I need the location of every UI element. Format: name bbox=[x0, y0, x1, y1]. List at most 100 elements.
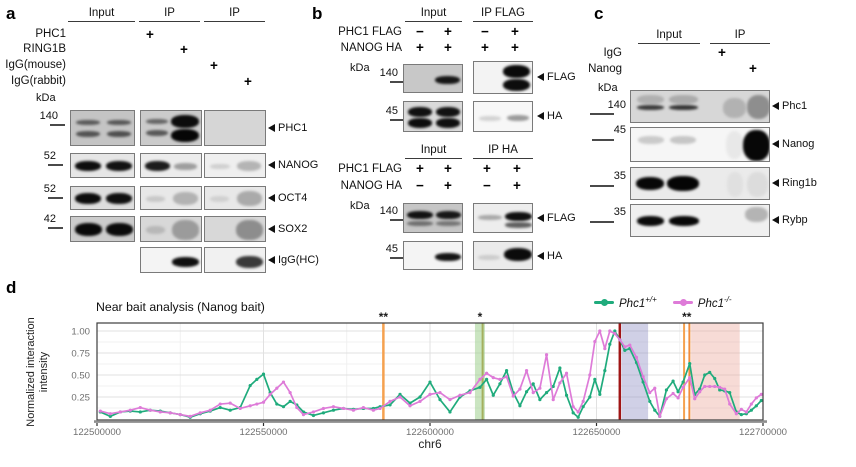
construct-label: PHC1 FLAG bbox=[338, 26, 402, 38]
blot-row-label: Rybp bbox=[772, 214, 808, 226]
legend-item-phc1-wt: Phc1+/+ bbox=[594, 295, 657, 310]
panel-b2-header-input: Input bbox=[405, 143, 462, 159]
antibody-label: RING1B bbox=[23, 43, 66, 55]
left-arrowhead-icon bbox=[537, 252, 544, 260]
protein-band bbox=[145, 161, 170, 171]
blot-row-label: HA bbox=[537, 250, 562, 262]
blot-row-label: FLAG bbox=[537, 212, 576, 224]
plus-sign: + bbox=[180, 42, 188, 57]
protein-band bbox=[478, 215, 502, 220]
left-arrowhead-icon bbox=[537, 112, 544, 120]
sign: − bbox=[481, 24, 489, 39]
plus-sign: + bbox=[718, 45, 726, 60]
protein-band bbox=[505, 212, 532, 221]
mw-marker: 52 bbox=[43, 150, 56, 162]
sign: − bbox=[416, 178, 424, 193]
blot-a-phc1-ip bbox=[140, 110, 202, 146]
svg-text:**: ** bbox=[682, 310, 692, 324]
svg-text:122500000: 122500000 bbox=[73, 427, 121, 438]
protein-band bbox=[107, 120, 131, 125]
protein-band bbox=[75, 161, 101, 171]
blot-c-nanog bbox=[630, 127, 770, 162]
protein-band bbox=[236, 256, 263, 268]
protein-band bbox=[636, 177, 664, 190]
sign: + bbox=[483, 161, 491, 176]
protein-band bbox=[747, 95, 769, 119]
protein-band bbox=[436, 107, 460, 117]
protein-band bbox=[503, 65, 530, 78]
blot-row-label: HA bbox=[537, 110, 562, 122]
legend-item-phc1-ko: Phc1-/- bbox=[672, 295, 732, 310]
blot-a-nanog-igg bbox=[204, 153, 266, 178]
kda-title: kDa bbox=[598, 82, 618, 94]
y-axis-label: Normalized interaction intensity bbox=[25, 317, 50, 427]
protein-band bbox=[670, 136, 696, 144]
mw-marker: 140 bbox=[379, 67, 398, 79]
protein-band bbox=[436, 211, 461, 219]
blot-row-label: SOX2 bbox=[268, 223, 307, 235]
panel-a-header-input: Input bbox=[68, 6, 135, 22]
protein-band bbox=[236, 220, 263, 240]
blot-b2-flag-ip bbox=[473, 203, 533, 233]
left-arrowhead-icon bbox=[268, 256, 275, 264]
protein-band bbox=[436, 221, 461, 226]
left-arrowhead-icon bbox=[268, 194, 275, 202]
left-arrowhead-icon bbox=[268, 161, 275, 169]
mw-tick bbox=[50, 124, 65, 126]
protein-band bbox=[146, 119, 168, 124]
panel-b1-header-input: Input bbox=[405, 6, 462, 22]
protein-band bbox=[638, 136, 664, 144]
blot-a-oct4-input bbox=[70, 186, 135, 210]
mw-tick bbox=[48, 164, 63, 166]
svg-text:122700000: 122700000 bbox=[739, 427, 787, 438]
blot-a-nanog-ip bbox=[140, 153, 202, 178]
svg-text:**: ** bbox=[379, 310, 389, 324]
blot-a-oct4-igg bbox=[204, 186, 266, 210]
blot-a-sox2-ip bbox=[140, 216, 202, 242]
svg-text:122550000: 122550000 bbox=[239, 427, 287, 438]
protein-band bbox=[146, 130, 168, 136]
mw-marker: 140 bbox=[607, 99, 626, 111]
protein-band bbox=[408, 118, 432, 128]
mw-tick bbox=[390, 119, 403, 121]
blot-a-igghc-igg bbox=[204, 247, 266, 273]
blot-b1-ha-ip bbox=[473, 101, 533, 132]
panel-d-label: d bbox=[6, 278, 17, 297]
svg-text:122650000: 122650000 bbox=[572, 427, 620, 438]
protein-band bbox=[747, 172, 768, 197]
mw-marker: 140 bbox=[379, 205, 398, 217]
blot-a-igghc-ip bbox=[140, 247, 202, 273]
blot-row-label: Nanog bbox=[772, 138, 814, 150]
panel-b1-header-ipflag: IP FLAG bbox=[473, 6, 533, 22]
panel-a-header-ip2: IP bbox=[204, 6, 265, 22]
blot-b1-flag-input bbox=[403, 64, 463, 93]
blot-b1-ha-input bbox=[403, 101, 463, 132]
protein-band bbox=[76, 131, 100, 137]
protein-band bbox=[407, 211, 433, 219]
blot-row-label: Ring1b bbox=[772, 177, 817, 189]
protein-band bbox=[146, 226, 165, 234]
protein-band bbox=[479, 116, 501, 121]
blot-a-sox2-igg bbox=[204, 216, 266, 242]
interaction-intensity-chart: 122500000 122550000 122600000 122650000 1227… bbox=[71, 310, 787, 438]
left-arrowhead-icon bbox=[537, 73, 544, 81]
protein-band bbox=[435, 253, 461, 261]
blot-b2-ha-ip bbox=[473, 241, 533, 270]
panel-c-label: c bbox=[594, 4, 604, 23]
svg-text:1.00: 1.00 bbox=[71, 326, 90, 337]
panel-b-label: b bbox=[312, 4, 323, 23]
mw-tick bbox=[390, 81, 403, 83]
antibody-label: Nanog bbox=[588, 63, 622, 75]
sign: + bbox=[444, 161, 452, 176]
protein-band bbox=[667, 176, 699, 191]
protein-band bbox=[505, 222, 532, 228]
blot-a-sox2-input bbox=[70, 216, 135, 242]
mw-tick bbox=[590, 221, 614, 223]
protein-band bbox=[171, 115, 199, 128]
protein-band bbox=[504, 248, 532, 261]
protein-band bbox=[237, 161, 261, 171]
mw-marker: 45 bbox=[613, 124, 626, 136]
blot-a-oct4-ip bbox=[140, 186, 202, 210]
sign: + bbox=[513, 178, 521, 193]
construct-label: NANOG HA bbox=[340, 42, 402, 54]
